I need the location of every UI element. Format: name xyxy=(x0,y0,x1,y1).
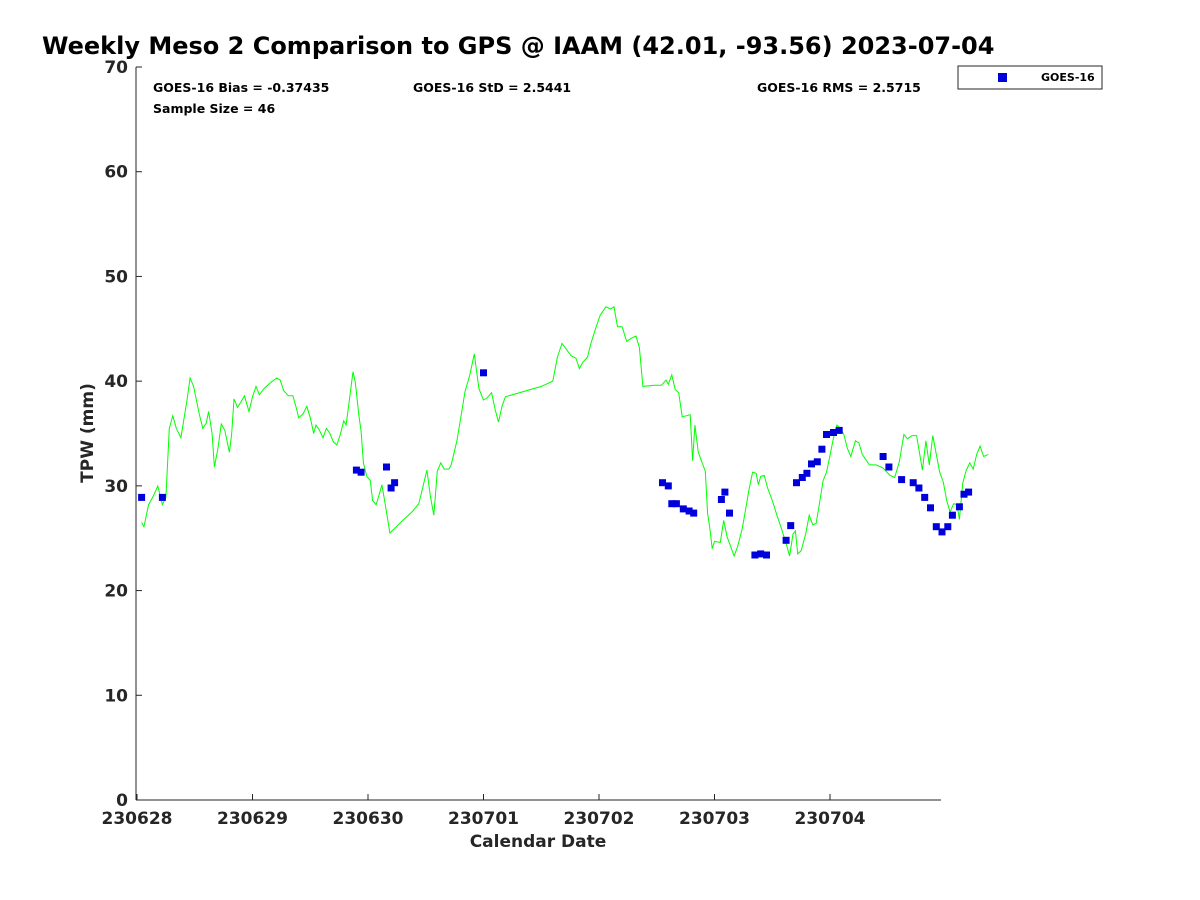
goes16-data-point xyxy=(357,468,365,476)
goes16-data-point xyxy=(793,479,800,487)
x-tick-label: 230701 xyxy=(448,809,519,829)
goes-marker-layer xyxy=(138,369,973,559)
goes16-data-point xyxy=(690,509,698,517)
goes16-data-point xyxy=(885,463,893,471)
legend-box xyxy=(957,65,1103,90)
y-tick-label: 70 xyxy=(104,58,128,78)
x-tick-label: 230630 xyxy=(333,809,404,829)
y-tick-label: 30 xyxy=(104,477,128,497)
goes16-data-point xyxy=(823,431,830,438)
goes16-data-point xyxy=(763,551,770,559)
goes16-data-point xyxy=(751,551,759,559)
goes16-data-point xyxy=(927,504,934,512)
goes16-data-point xyxy=(818,445,826,453)
goes16-data-point xyxy=(782,536,790,544)
gps-line-layer xyxy=(141,305,989,558)
goes16-data-point xyxy=(921,493,929,501)
y-tick-label: 20 xyxy=(104,582,128,602)
goes16-data-point xyxy=(808,460,815,468)
y-tick-label: 40 xyxy=(104,372,128,392)
std-stat: GOES-16 StD = 2.5441 xyxy=(413,80,571,95)
x-tick-label: 230629 xyxy=(217,809,288,829)
x-axis-label: Calendar Date xyxy=(470,832,607,852)
y-tick-label: 0 xyxy=(116,791,128,811)
x-tick-label: 230702 xyxy=(564,809,635,829)
goes16-data-point xyxy=(965,488,973,496)
goes16-data-point xyxy=(352,466,360,474)
goes16-data-point xyxy=(915,484,923,492)
goes16-data-point xyxy=(813,458,821,466)
y-axis-ticks: 0 10 20 30 40 50 60 70 xyxy=(104,58,142,811)
x-tick-label: 230703 xyxy=(679,809,750,829)
goes16-data-point xyxy=(138,493,146,501)
goes16-data-point xyxy=(685,507,693,515)
y-axis-label: TPW (mm) xyxy=(78,383,98,483)
gps-series-line xyxy=(141,305,989,558)
goes16-data-point xyxy=(668,500,676,508)
goes16-data-point xyxy=(717,496,725,503)
goes16-data-point xyxy=(659,479,666,487)
goes16-data-point xyxy=(391,479,399,487)
legend-marker-goes16 xyxy=(998,73,1007,82)
goes16-data-point xyxy=(721,488,729,496)
goes16-data-point xyxy=(830,429,837,436)
goes16-data-point xyxy=(898,476,906,484)
y-tick-label: 60 xyxy=(104,163,128,183)
rms-stat: GOES-16 RMS = 2.5715 xyxy=(757,80,921,95)
goes16-data-point xyxy=(803,469,811,477)
goes16-data-point xyxy=(909,479,917,487)
y-tick-label: 50 xyxy=(104,267,128,287)
goes16-data-point xyxy=(158,493,166,501)
goes16-data-point xyxy=(879,453,887,460)
goes16-data-point xyxy=(787,522,795,530)
goes16-data-point xyxy=(955,503,963,511)
sample-size-stat: Sample Size = 46 xyxy=(153,101,275,116)
chart-title: Weekly Meso 2 Comparison to GPS @ IAAM (… xyxy=(42,32,994,60)
goes16-data-point xyxy=(726,509,733,517)
goes16-data-point xyxy=(672,500,680,508)
y-tick-label: 10 xyxy=(104,686,128,706)
x-axis-ticks: 230628 230629 230630 230701 230702 230703 2307… xyxy=(102,794,866,829)
goes16-data-point xyxy=(679,505,687,513)
goes16-data-point xyxy=(798,474,806,481)
legend: GOES-16 xyxy=(957,65,1103,90)
goes16-data-point xyxy=(387,484,395,492)
x-tick-label: 230704 xyxy=(795,809,866,829)
goes16-data-point xyxy=(960,490,968,498)
goes16-data-point xyxy=(664,482,672,490)
goes16-data-point xyxy=(835,426,843,434)
goes16-data-point xyxy=(932,523,940,531)
goes16-data-point xyxy=(948,511,956,519)
x-tick-label: 230628 xyxy=(102,809,173,829)
bias-stat: GOES-16 Bias = -0.37435 xyxy=(153,80,329,95)
goes16-data-point xyxy=(383,463,390,471)
goes16-data-point xyxy=(757,550,765,558)
legend-label-goes16: GOES-16 xyxy=(1041,71,1095,84)
plot-area xyxy=(135,67,989,801)
goes16-data-point xyxy=(480,369,487,377)
goes16-data-point xyxy=(938,528,946,536)
goes16-data-point xyxy=(944,523,952,531)
